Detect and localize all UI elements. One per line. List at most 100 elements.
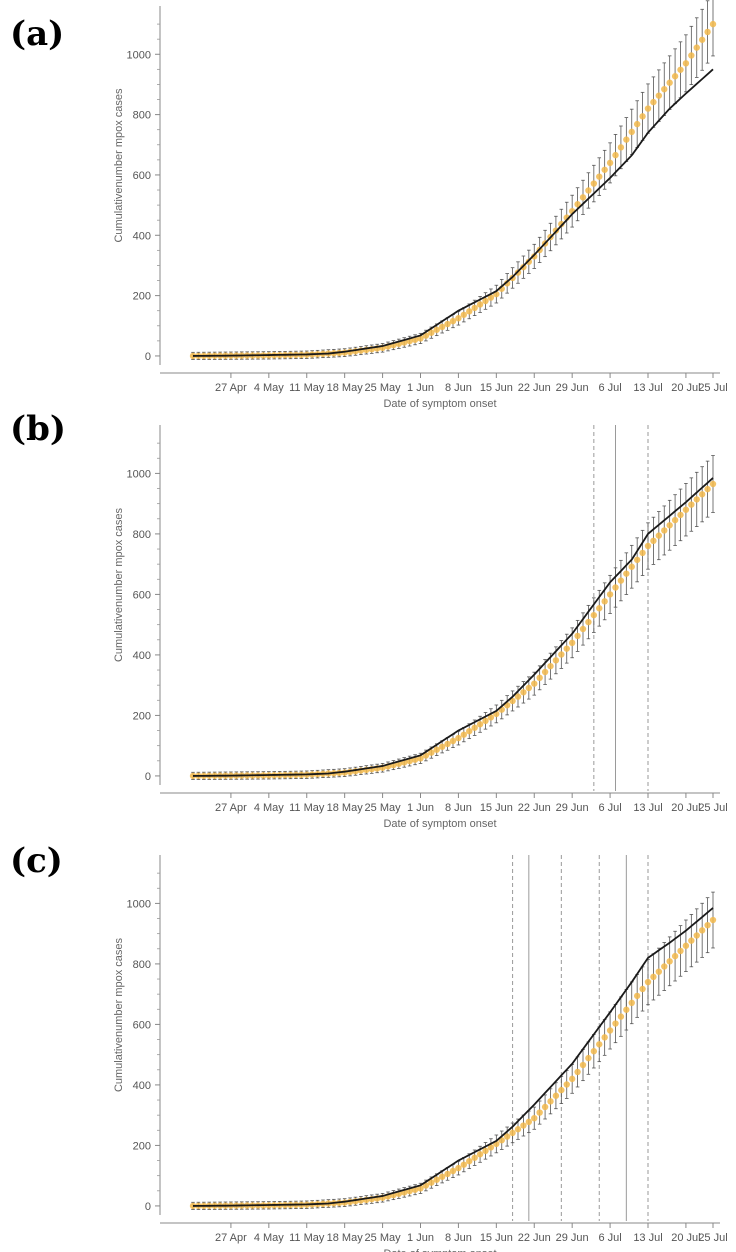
chart-panel-1: (a) 0 200 400 600 800 1000 27 Apr 4 May 11 May 18 … (10, 0, 728, 410)
estimate-point (704, 485, 711, 493)
estimate-point (449, 737, 457, 745)
estimate-point (677, 947, 684, 955)
x-tick-label: 25 May (365, 382, 402, 394)
estimate-point (531, 680, 538, 687)
estimate-point (601, 166, 608, 173)
estimate-point (693, 44, 700, 51)
estimate-point (601, 598, 608, 605)
estimate-point (476, 721, 484, 728)
panel-label: (b) (10, 409, 66, 449)
estimate-point (623, 570, 630, 577)
estimate-point (525, 258, 533, 265)
estimate-point (471, 1154, 478, 1161)
x-tick-label: 29 Jun (556, 382, 589, 394)
y-tick-label: 400 (133, 230, 151, 242)
estimate-point (433, 326, 440, 333)
estimate-point (650, 973, 657, 981)
estimate-point (466, 1157, 473, 1165)
x-tick-label: 15 Jun (480, 802, 513, 814)
estimate-point (698, 36, 706, 43)
estimate-point (455, 734, 462, 742)
x-tick-label: 29 Jun (556, 1232, 589, 1244)
estimate-point (536, 674, 543, 682)
estimate-point (487, 1144, 495, 1151)
estimate-point (189, 772, 197, 780)
chart-panel-2: (b) 0 200 400 600 800 1000 27 Apr 4 May 11 May 18 … (10, 409, 728, 830)
estimate-point (693, 932, 700, 939)
x-axis-title: Date of symptom onset (383, 1248, 496, 1252)
estimate-point (633, 992, 641, 1000)
x-tick-label: 18 May (327, 1232, 364, 1244)
estimate-point (563, 1081, 570, 1088)
estimate-point (661, 527, 668, 534)
x-tick-label: 13 Jul (633, 1232, 662, 1244)
y-tick-label: 0 (145, 771, 151, 783)
estimate-point (525, 1118, 533, 1126)
x-tick-label: 20 Jul (671, 382, 700, 394)
estimate-point (644, 105, 652, 112)
estimate-point (612, 151, 619, 159)
estimate-point (417, 755, 424, 762)
estimate-point (417, 335, 424, 342)
estimate-point (596, 173, 603, 180)
x-tick-label: 18 May (327, 802, 364, 814)
y-tick-label: 800 (133, 110, 151, 122)
x-tick-label: 25 May (365, 802, 402, 814)
estimate-point (482, 297, 489, 305)
estimate-point (617, 577, 625, 584)
x-tick-label: 22 Jun (518, 802, 551, 814)
estimate-point (677, 511, 684, 519)
estimate-point (568, 1075, 576, 1083)
estimate-point (428, 1179, 435, 1186)
estimate-point (449, 1167, 457, 1175)
estimate-point (547, 662, 554, 670)
estimate-point (433, 1176, 440, 1183)
estimate-point (628, 128, 635, 136)
estimate-point (585, 1054, 592, 1062)
estimate-point (698, 491, 706, 498)
estimate-point (623, 1006, 630, 1013)
estimate-point (617, 144, 625, 151)
y-tick-label: 400 (133, 650, 151, 662)
y-tick-label: 1000 (127, 468, 151, 480)
estimate-point (579, 1061, 587, 1069)
x-tick-label: 27 Apr (215, 802, 247, 814)
x-tick-label: 22 Jun (518, 1232, 551, 1244)
estimate-point (661, 85, 668, 93)
y-tick-label: 600 (133, 1019, 151, 1031)
estimate-point (644, 978, 652, 986)
x-tick-label: 1 Jun (407, 1232, 434, 1244)
estimate-point (487, 294, 495, 301)
observed-cases-line (192, 477, 714, 777)
y-tick-label: 200 (133, 291, 151, 303)
panel-label: (a) (10, 14, 64, 54)
x-tick-label: 18 May (327, 382, 364, 394)
y-tick-label: 200 (133, 710, 151, 722)
estimate-point (531, 253, 538, 260)
estimate-point (531, 1114, 538, 1122)
y-tick-label: 0 (145, 351, 151, 363)
x-tick-label: 11 May (289, 1232, 325, 1244)
estimate-point (682, 506, 690, 513)
estimate-point (617, 1013, 625, 1020)
y-tick-label: 0 (145, 1201, 151, 1213)
x-tick-label: 25 Jul (698, 1232, 727, 1244)
estimate-point (671, 952, 679, 960)
estimate-point (666, 958, 673, 965)
estimate-point (628, 999, 635, 1007)
estimate-point (503, 280, 511, 287)
estimate-point (438, 323, 446, 331)
estimate-point (476, 301, 484, 308)
estimate-point (596, 1041, 603, 1048)
estimate-point (671, 516, 679, 524)
y-axis-title: Cumulativenumber mpox cases (113, 507, 125, 662)
x-tick-label: 13 Jul (633, 382, 662, 394)
estimate-point (666, 522, 673, 529)
estimate-point (525, 684, 533, 692)
estimate-point (623, 136, 630, 143)
x-tick-label: 1 Jun (407, 802, 434, 814)
estimate-point (606, 1027, 614, 1034)
estimate-point (693, 496, 700, 503)
estimate-point (579, 194, 587, 201)
estimate-point (466, 727, 473, 735)
